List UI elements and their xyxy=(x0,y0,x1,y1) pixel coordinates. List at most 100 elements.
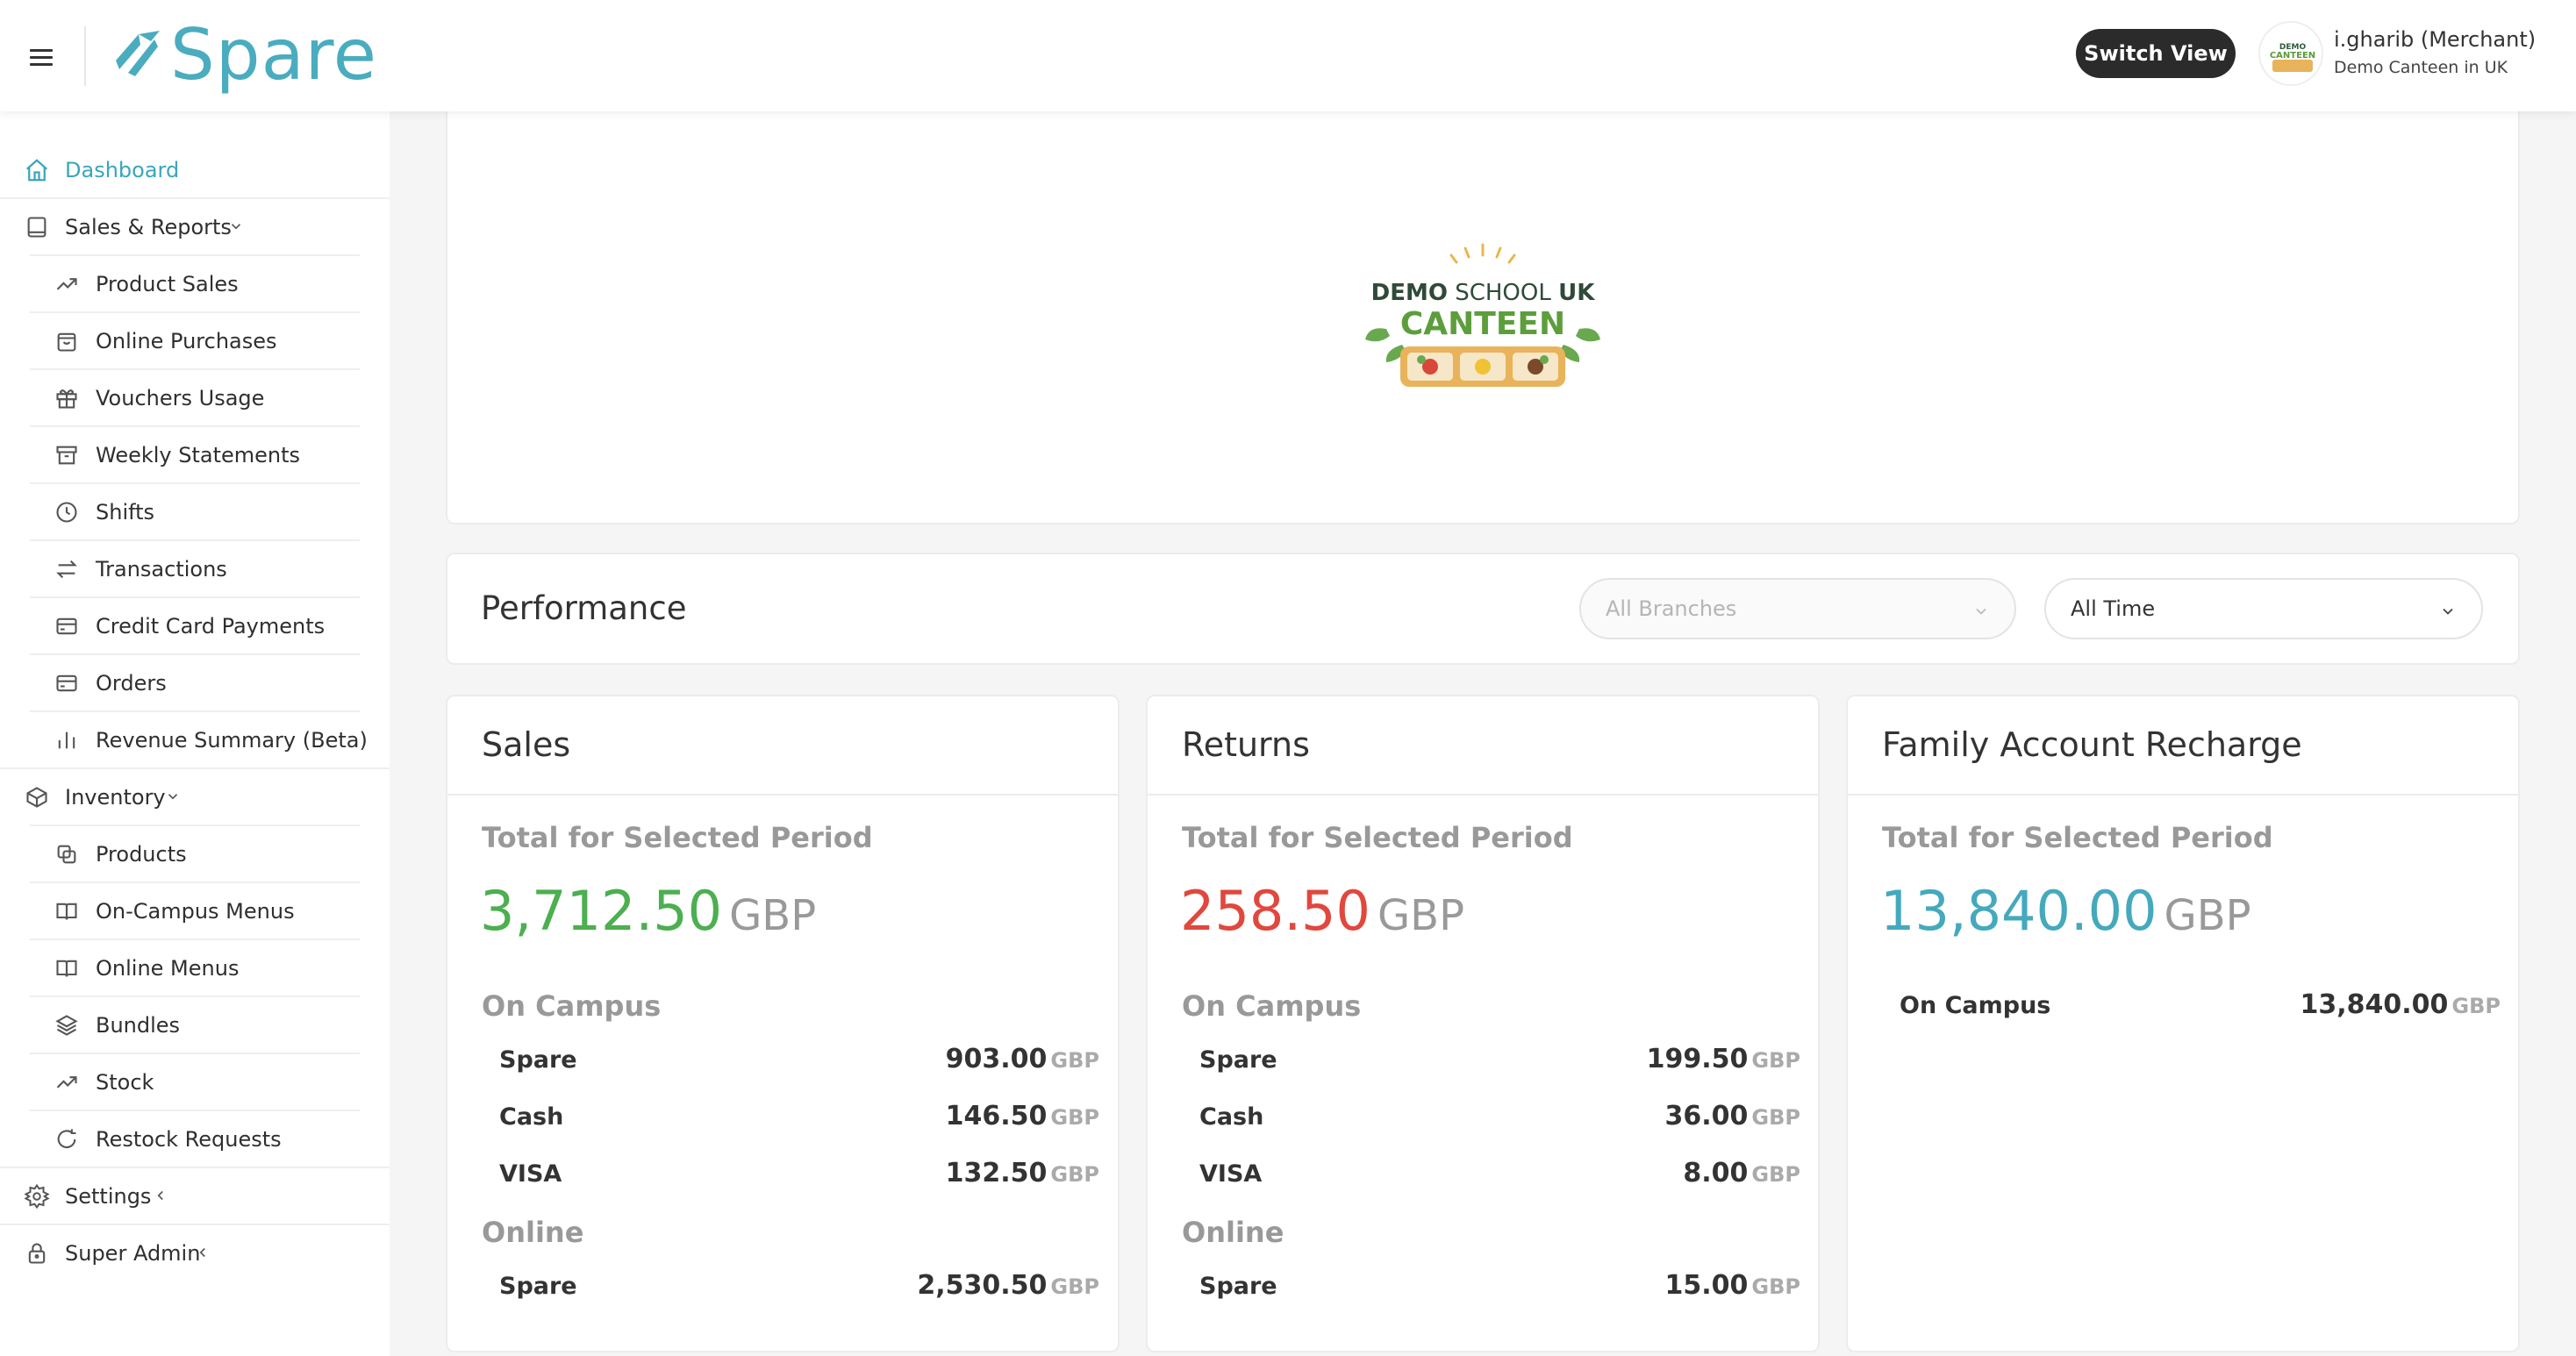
card-divider xyxy=(447,794,1118,796)
returns-row-label: Cash xyxy=(1199,1103,1264,1131)
sidebar-item-label: Vouchers Usage xyxy=(96,386,265,410)
sidebar-item-inventory[interactable]: Inventory xyxy=(0,769,390,825)
sidebar-divider xyxy=(0,1167,390,1168)
sidebar-item-on-campus-menus[interactable]: On-Campus Menus xyxy=(0,883,390,939)
sidebar-item-label: Sales & Reports xyxy=(65,215,232,239)
sidebar-item-orders[interactable]: Orders xyxy=(0,655,390,711)
sidebar-item-label: Revenue Summary (Beta) xyxy=(96,728,368,753)
sidebar-divider xyxy=(0,197,390,199)
sidebar-item-credit-card-payments[interactable]: Credit Card Payments xyxy=(0,598,390,654)
branch-select[interactable]: All Branches xyxy=(1579,578,2016,639)
recharge-total-currency: GBP xyxy=(2164,891,2251,940)
sidebar-item-revenue-summary[interactable]: Revenue Summary (Beta) xyxy=(0,712,390,768)
row-currency: GBP xyxy=(1050,1274,1099,1299)
sidebar-item-transactions[interactable]: Transactions xyxy=(0,541,390,597)
returns-title: Returns xyxy=(1182,725,1310,764)
svg-text:CANTEEN: CANTEEN xyxy=(2270,51,2315,61)
performance-title: Performance xyxy=(481,589,687,627)
layers-icon xyxy=(53,1011,81,1039)
sales-total-number: 3,712.50 xyxy=(480,879,723,943)
row-currency: GBP xyxy=(1751,1162,1800,1187)
sidebar-item-weekly-statements[interactable]: Weekly Statements xyxy=(0,427,390,483)
header-divider xyxy=(84,26,86,86)
user-branch: Demo Canteen in UK xyxy=(2334,58,2508,77)
sidebar-item-label: Online Purchases xyxy=(96,329,277,353)
svg-text:DEMO: DEMO xyxy=(2279,43,2307,52)
row-currency: GBP xyxy=(1751,1105,1800,1130)
sidebar-item-super-admin[interactable]: Super Admin xyxy=(0,1225,390,1281)
logo-word-uk: UK xyxy=(1558,280,1595,306)
sidebar-divider xyxy=(30,710,360,712)
recharge-row-label: On Campus xyxy=(1900,992,2051,1019)
switch-view-button[interactable]: Switch View xyxy=(2076,29,2236,78)
returns-total-number: 258.50 xyxy=(1180,879,1370,943)
refresh-icon xyxy=(53,1125,81,1153)
sidebar-item-product-sales[interactable]: Product Sales xyxy=(0,256,390,312)
period-select[interactable]: All Time xyxy=(2044,578,2483,639)
recharge-title: Family Account Recharge xyxy=(1882,725,2302,764)
sidebar-item-label: On-Campus Menus xyxy=(96,899,295,924)
sidebar-divider xyxy=(30,938,360,940)
returns-card xyxy=(1146,695,1820,1352)
recharge-total-label: Total for Selected Period xyxy=(1882,821,2273,854)
sidebar-item-restock-requests[interactable]: Restock Requests xyxy=(0,1111,390,1167)
row-currency: GBP xyxy=(1751,1048,1800,1073)
sidebar-item-label: Super Admin xyxy=(65,1241,201,1266)
chevron-down-icon xyxy=(165,789,181,808)
sidebar-divider xyxy=(0,767,390,769)
row-amount: 13,840.00 xyxy=(2300,989,2449,1020)
bar-chart-icon xyxy=(53,726,81,754)
sidebar-item-label: Settings xyxy=(65,1184,152,1209)
sidebar-item-bundles[interactable]: Bundles xyxy=(0,997,390,1053)
sidebar-item-products[interactable]: Products xyxy=(0,826,390,882)
sales-total-label: Total for Selected Period xyxy=(482,821,873,854)
row-amount: 146.50 xyxy=(945,1101,1048,1131)
brand-name: Spare xyxy=(170,13,377,96)
sidebar-item-online-menus[interactable]: Online Menus xyxy=(0,940,390,996)
sales-card xyxy=(446,695,1120,1352)
open-book-icon xyxy=(53,954,81,982)
sidebar-divider xyxy=(30,881,360,883)
sidebar-item-shifts[interactable]: Shifts xyxy=(0,484,390,540)
spare-logo-icon xyxy=(116,31,160,76)
credit-card-icon xyxy=(53,669,81,697)
row-currency: GBP xyxy=(1751,1274,1800,1299)
chevron-left-icon xyxy=(153,1188,168,1207)
sidebar-item-settings[interactable]: Settings xyxy=(0,1168,390,1224)
chevron-down-icon xyxy=(1972,601,1990,625)
returns-row-value: 199.50 GBP xyxy=(1647,1044,1800,1074)
sidebar-item-label: Shifts xyxy=(96,500,155,525)
open-book-icon xyxy=(53,897,81,925)
sidebar-divider xyxy=(30,1053,360,1054)
sidebar-item-vouchers-usage[interactable]: Vouchers Usage xyxy=(0,370,390,426)
canteen-logo-icon xyxy=(1365,243,1600,387)
chevron-left-icon xyxy=(195,1245,211,1264)
menu-icon[interactable] xyxy=(30,49,53,67)
row-amount: 15.00 xyxy=(1664,1270,1749,1301)
branch-select-value: All Branches xyxy=(1606,596,1737,621)
sidebar-item-dashboard[interactable]: Dashboard xyxy=(0,142,390,198)
returns-row-label: VISA xyxy=(1199,1160,1263,1188)
sidebar-divider xyxy=(30,824,360,826)
sidebar-item-label: Product Sales xyxy=(96,272,239,296)
sidebar-item-online-purchases[interactable]: Online Purchases xyxy=(0,313,390,369)
sidebar-item-stock[interactable]: Stock xyxy=(0,1054,390,1110)
trending-up-icon xyxy=(53,270,81,298)
avatar[interactable]: DEMO CANTEEN xyxy=(2258,21,2323,86)
sidebar-divider xyxy=(30,482,360,484)
sidebar-divider xyxy=(30,425,360,427)
row-amount: 36.00 xyxy=(1664,1101,1749,1131)
chevron-down-icon xyxy=(228,218,244,238)
brand-logo[interactable]: Spare xyxy=(112,14,377,96)
logo-word-demo: DEMO xyxy=(1370,280,1448,306)
returns-on-campus-label: On Campus xyxy=(1182,989,1362,1023)
row-currency: GBP xyxy=(1050,1105,1099,1130)
sidebar-divider xyxy=(30,1110,360,1111)
shopping-bag-icon xyxy=(53,327,81,355)
sidebar-item-sales-reports[interactable]: Sales & Reports xyxy=(0,199,390,255)
sidebar-item-label: Bundles xyxy=(96,1013,181,1038)
banner-card: DEMO SCHOOL UK CANTEEN xyxy=(446,96,2520,525)
gear-icon xyxy=(23,1182,51,1210)
returns-total-currency: GBP xyxy=(1377,891,1465,940)
user-name[interactable]: i.gharib (Merchant) xyxy=(2334,27,2537,52)
